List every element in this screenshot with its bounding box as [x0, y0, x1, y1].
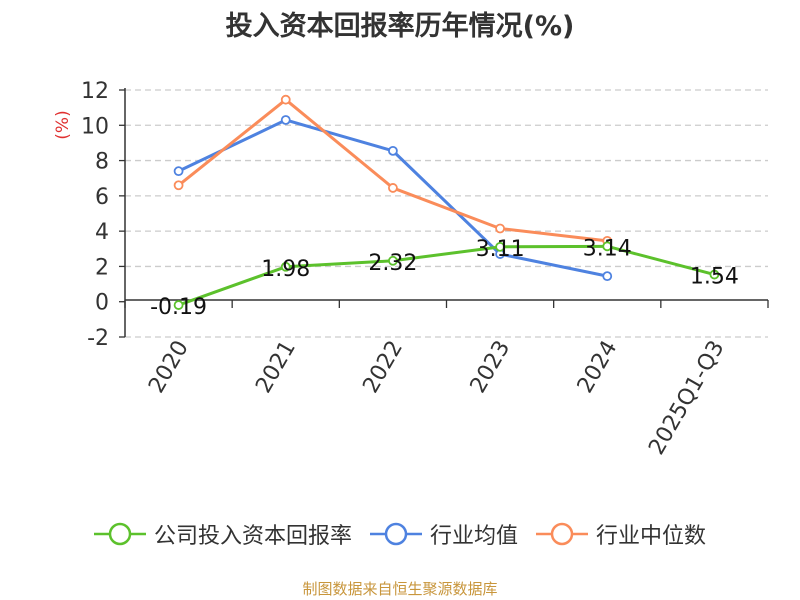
x-tick-label: 2025Q1-Q3 — [644, 337, 729, 460]
data-label: 2.32 — [368, 251, 417, 276]
y-tick-label: 8 — [95, 150, 109, 175]
data-point — [602, 271, 613, 282]
y-axis-label: (%) — [53, 110, 73, 139]
legend-label-company: 公司投入资本回报率 — [153, 524, 352, 549]
legend: 公司投入资本回报率 行业均值 行业中位数 — [0, 518, 800, 550]
data-label: 1.54 — [690, 265, 739, 290]
x-tick-label: 2024 — [573, 337, 623, 398]
data-label: 1.98 — [261, 257, 310, 282]
data-point — [388, 255, 398, 266]
y-tick-label: 0 — [95, 291, 109, 316]
series-line — [177, 98, 608, 243]
data-point — [495, 241, 505, 252]
legend-item-industry-mean[interactable]: 行业均值 — [369, 518, 518, 550]
legend-swatch-industry-median — [536, 522, 588, 546]
legend-item-industry-median[interactable]: 行业中位数 — [536, 518, 706, 550]
y-tick-label: 10 — [81, 114, 109, 139]
y-tick-label: 2 — [95, 255, 109, 280]
grid-lines — [125, 89, 768, 338]
data-label: 3.14 — [583, 236, 632, 261]
data-point — [173, 180, 184, 191]
data-point — [388, 145, 398, 156]
data-point — [709, 269, 720, 280]
data-point — [280, 94, 291, 105]
data-point — [280, 261, 291, 272]
data-label: -0.19 — [150, 295, 207, 320]
data-labels: -0.19 1.98 2.32 3.11 3.14 1.54 — [150, 236, 739, 320]
data-point — [173, 166, 184, 177]
x-tick-label: 2021 — [251, 337, 301, 398]
legend-swatch-industry-mean — [369, 522, 422, 546]
y-tick-label: -2 — [87, 326, 109, 351]
series-lines — [173, 94, 720, 310]
legend-item-company[interactable]: 公司投入资本回报率 — [93, 518, 352, 550]
y-tick-label: 6 — [95, 185, 109, 210]
series-line — [178, 244, 715, 307]
x-tick-label: 2022 — [358, 337, 408, 398]
data-point — [388, 183, 398, 193]
data-point — [495, 223, 505, 234]
source-note: 制图数据来自恒生聚源数据库 — [302, 580, 498, 598]
data-label: 3.11 — [476, 237, 525, 262]
legend-swatch-company — [93, 522, 146, 546]
data-point — [602, 241, 613, 252]
y-tick-label: 12 — [81, 79, 109, 104]
chart-title: 投入资本回报率历年情况(%) — [225, 11, 575, 42]
data-point — [280, 115, 291, 125]
data-point — [173, 300, 184, 310]
x-tick-label: 2020 — [144, 337, 194, 398]
x-tick-label: 2023 — [466, 337, 516, 398]
legend-label-industry-median: 行业中位数 — [596, 524, 707, 549]
y-tick-label: 4 — [95, 220, 109, 245]
legend-label-industry-mean: 行业均值 — [429, 524, 518, 549]
